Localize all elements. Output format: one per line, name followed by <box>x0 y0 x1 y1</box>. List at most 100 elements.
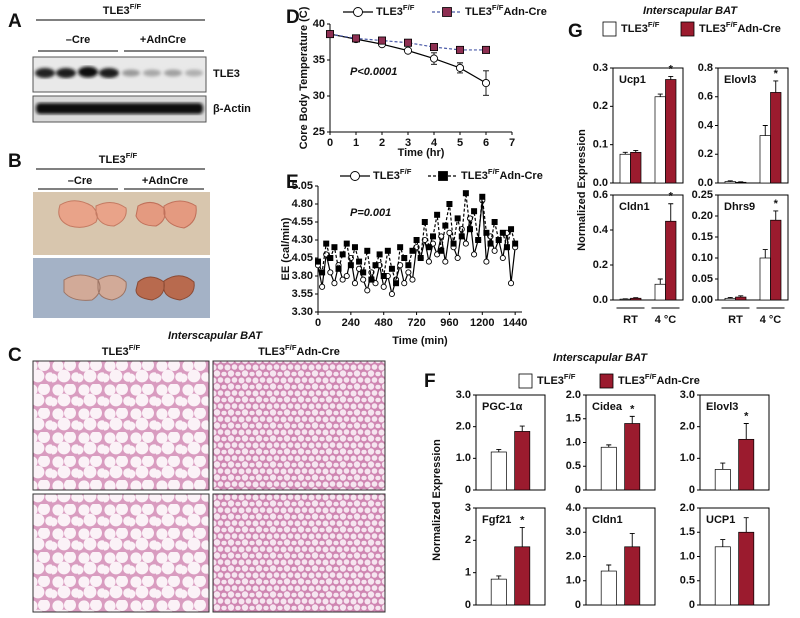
x-tick-label: 4 °C <box>655 314 677 326</box>
data-point <box>325 30 334 39</box>
y-tick-label: 0.2 <box>593 259 608 271</box>
bar <box>514 546 531 606</box>
data-point <box>384 247 391 254</box>
data-point <box>351 34 360 43</box>
error-bar <box>657 93 663 97</box>
x-tick-label: 1 <box>353 137 359 149</box>
y-tick-label: 0.5 <box>566 460 581 472</box>
data-point <box>397 244 404 251</box>
y-tick-label: 0.0 <box>593 294 608 306</box>
y-tick-label: 3.55 <box>292 288 313 300</box>
data-point <box>442 258 449 265</box>
data-point <box>331 244 338 251</box>
error-bar <box>668 203 674 222</box>
error-bar <box>762 249 768 258</box>
tissue <box>63 274 127 301</box>
legend-label: TLE3F/FAdn-Cre <box>461 167 543 182</box>
data-point <box>430 233 437 240</box>
data-point <box>491 247 498 254</box>
subplot-title: Elovl3 <box>724 74 756 86</box>
data-point <box>397 262 404 269</box>
x-tick-label: 1440 <box>503 317 527 329</box>
subplot-title: Cldn1 <box>619 201 650 213</box>
data-point <box>351 280 359 287</box>
significance-mark: * <box>630 403 635 415</box>
plot-frame <box>612 67 684 184</box>
plot-frame <box>699 394 770 491</box>
data-point <box>377 36 386 45</box>
data-point <box>319 269 326 276</box>
bar <box>738 531 755 606</box>
y-tick-label: 0.05 <box>692 273 713 285</box>
plot-frame <box>612 194 684 301</box>
tissue-photos: TLE3F/F –Cre +AdnCre <box>33 151 210 318</box>
legend-marker <box>438 171 448 181</box>
legend-label: TLE3F/FAdn-Cre <box>699 20 781 35</box>
x-axis-label: Time (min) <box>392 335 448 347</box>
panel-title: Interscapular BAT <box>553 352 648 364</box>
subplot-title: Fgf21 <box>482 514 511 526</box>
panel-letter: C <box>8 345 22 366</box>
x-tick-label: 6 <box>483 137 489 149</box>
blot-bands <box>36 103 203 114</box>
data-point <box>339 251 346 258</box>
y-tick-label: 3.80 <box>292 270 313 282</box>
y-tick-label: 1.0 <box>680 452 695 464</box>
data-point <box>360 276 367 283</box>
annotation: P=0.001 <box>350 207 391 219</box>
histology-column: TLE3F/F <box>102 343 141 358</box>
data-point <box>507 280 515 287</box>
bar <box>759 135 771 184</box>
y-tick-label: 0 <box>689 599 695 611</box>
data-point <box>450 240 457 247</box>
legend-label: TLE3F/FAdn-Cre <box>618 372 700 387</box>
bar <box>724 181 736 184</box>
data-point <box>347 262 354 269</box>
data-point <box>368 276 375 283</box>
panel-letter: D <box>286 7 300 28</box>
y-tick-label: 0.8 <box>698 62 713 74</box>
y-tick-label: 0.25 <box>692 189 713 201</box>
bar <box>714 469 731 491</box>
data-point <box>446 200 453 207</box>
y-tick-label: 0.0 <box>593 177 608 189</box>
significance-mark: * <box>669 63 674 75</box>
y-tick-label: 40 <box>313 18 325 30</box>
error-bar <box>720 462 726 470</box>
y-tick-label: 4.30 <box>292 234 313 246</box>
data-point <box>471 208 478 215</box>
data-point <box>339 276 346 283</box>
western-blot: TLE3F/F –Cre +AdnCre TLE3 β-Actin <box>32 2 251 123</box>
data-point <box>483 229 490 236</box>
data-point <box>319 283 326 290</box>
significance-mark: * <box>669 191 674 203</box>
legend-marker <box>350 171 360 181</box>
y-tick-label: 1.0 <box>566 436 581 448</box>
y-tick-label: 4.0 <box>566 502 581 514</box>
data-point <box>466 226 473 233</box>
bar <box>654 283 666 301</box>
data-point <box>454 215 461 222</box>
y-tick-label: 0 <box>689 484 695 496</box>
x-tick-label: 0 <box>315 317 321 329</box>
error-bar <box>496 575 502 580</box>
data-point <box>343 240 350 247</box>
y-tick-label: 5.05 <box>292 180 313 192</box>
y-tick-label: 35 <box>313 54 325 66</box>
data-point <box>491 218 498 225</box>
bar <box>665 220 677 301</box>
panel-letter: E <box>286 172 299 193</box>
photo-group: –Cre <box>68 175 92 187</box>
significance-mark: * <box>774 198 779 210</box>
data-point <box>388 290 395 298</box>
y-tick-label: 2.0 <box>680 502 695 514</box>
x-tick-label: 1200 <box>470 317 494 329</box>
photo-genotype: TLE3F/F <box>99 151 138 166</box>
tissue <box>135 200 197 229</box>
error-bar <box>743 423 749 440</box>
x-tick-label: 3 <box>405 137 411 149</box>
data-point <box>462 190 469 197</box>
y-tick-label: 3.30 <box>292 306 313 318</box>
tissue <box>58 200 127 228</box>
